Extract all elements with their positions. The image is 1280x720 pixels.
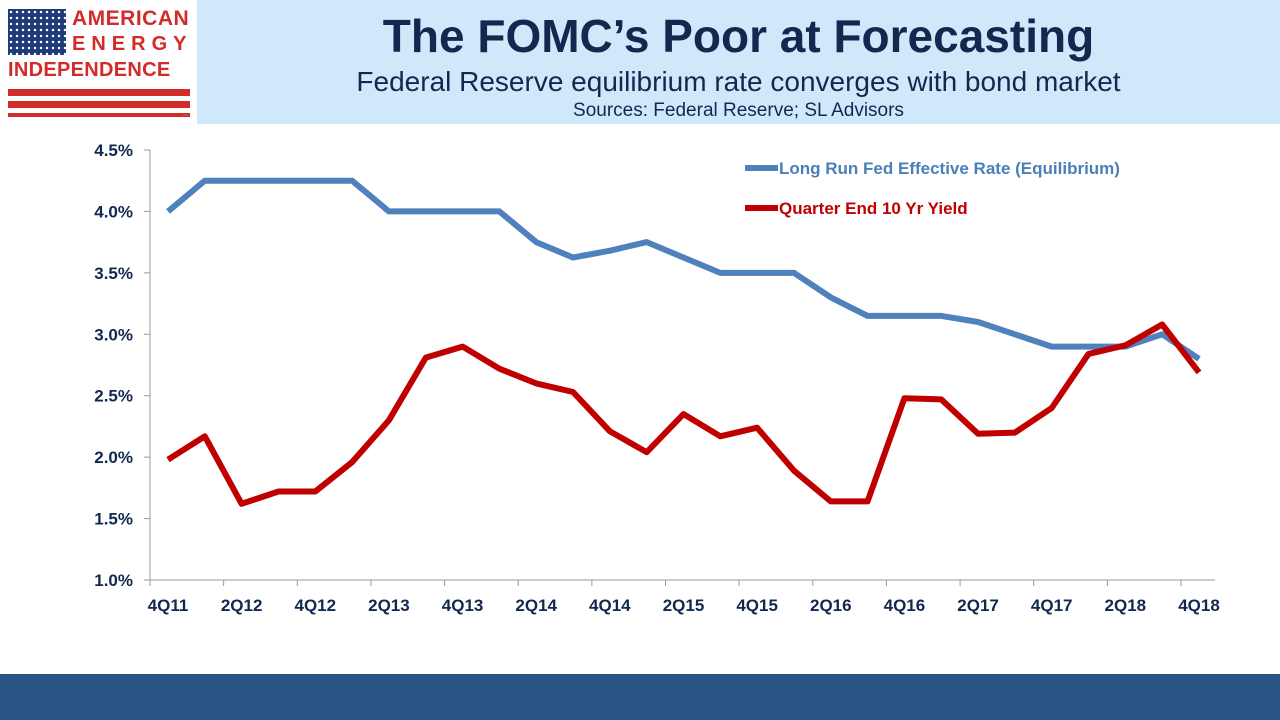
logo-line-3: INDEPENDENCE: [8, 59, 171, 81]
american-energy-independence-logo: AMERICAN ENERGY INDEPENDENCE ™: [0, 0, 197, 124]
page-subtitle: Federal Reserve equilibrium rate converg…: [356, 66, 1121, 97]
y-tick-label: 2.5%: [94, 387, 133, 406]
chart-series: [166, 177, 1202, 507]
y-tick-label: 1.5%: [94, 510, 133, 529]
series-line-10yr-yield: [166, 321, 1202, 507]
x-tick-label: 2Q13: [368, 596, 410, 615]
logo-stripe: [8, 89, 190, 96]
chart-legend: Long Run Fed Effective Rate (Equilibrium…: [745, 159, 1120, 218]
x-tick-label: 4Q12: [294, 596, 336, 615]
x-tick-label: 4Q15: [736, 596, 778, 615]
x-tick-label: 4Q18: [1178, 596, 1220, 615]
y-tick-label: 3.0%: [94, 325, 133, 344]
y-tick-label: 3.5%: [94, 264, 133, 283]
x-tick-label: 4Q13: [442, 596, 484, 615]
sources-note: Sources: Federal Reserve; SL Advisors: [573, 100, 904, 121]
logo-line-1: AMERICAN: [72, 7, 190, 30]
page-title: The FOMC’s Poor at Forecasting: [382, 10, 1095, 62]
x-tick-label: 2Q18: [1105, 596, 1147, 615]
logo-stripe: [8, 113, 190, 117]
x-tick-label: 2Q14: [515, 596, 557, 615]
y-tick-label: 2.0%: [94, 448, 133, 467]
x-tick-label: 2Q17: [957, 596, 999, 615]
y-tick-label: 4.5%: [94, 141, 133, 160]
line-chart: 1.0% 1.5% 2.0% 2.5% 3.0% 3.5% 4.0% 4.5% 4Q11 2Q1…: [94, 141, 1220, 615]
x-tick-label: 2Q16: [810, 596, 852, 615]
logo-stripe: [8, 101, 190, 108]
legend-label: Quarter End 10 Yr Yield: [779, 199, 968, 218]
flag-icon: [8, 9, 66, 55]
x-tick-label: 2Q15: [663, 596, 705, 615]
y-tick-label: 4.0%: [94, 202, 133, 221]
x-tick-label: 4Q16: [884, 596, 926, 615]
trademark-mark: ™: [182, 114, 188, 120]
x-tick-label: 4Q11: [148, 596, 189, 615]
legend-label: Long Run Fed Effective Rate (Equilibrium…: [779, 159, 1120, 178]
x-tick-label: 4Q17: [1031, 596, 1073, 615]
y-tick-label: 1.0%: [94, 571, 133, 590]
x-tick-label: 2Q12: [221, 596, 263, 615]
header-band: [197, 0, 1280, 124]
logo-line-2: ENERGY: [72, 33, 193, 55]
x-tick-label: 4Q14: [589, 596, 631, 615]
chart-axes: [149, 150, 1215, 581]
y-axis-ticks: 1.0% 1.5% 2.0% 2.5% 3.0% 3.5% 4.0% 4.5%: [94, 141, 150, 590]
series-line-equilibrium-rate: [166, 177, 1201, 362]
footer-bar: [0, 674, 1280, 720]
x-axis-ticks: 4Q11 2Q12 4Q12 2Q13 4Q13 2Q14 4Q14 2Q15 4Q15 2Q16…: [148, 580, 1220, 615]
